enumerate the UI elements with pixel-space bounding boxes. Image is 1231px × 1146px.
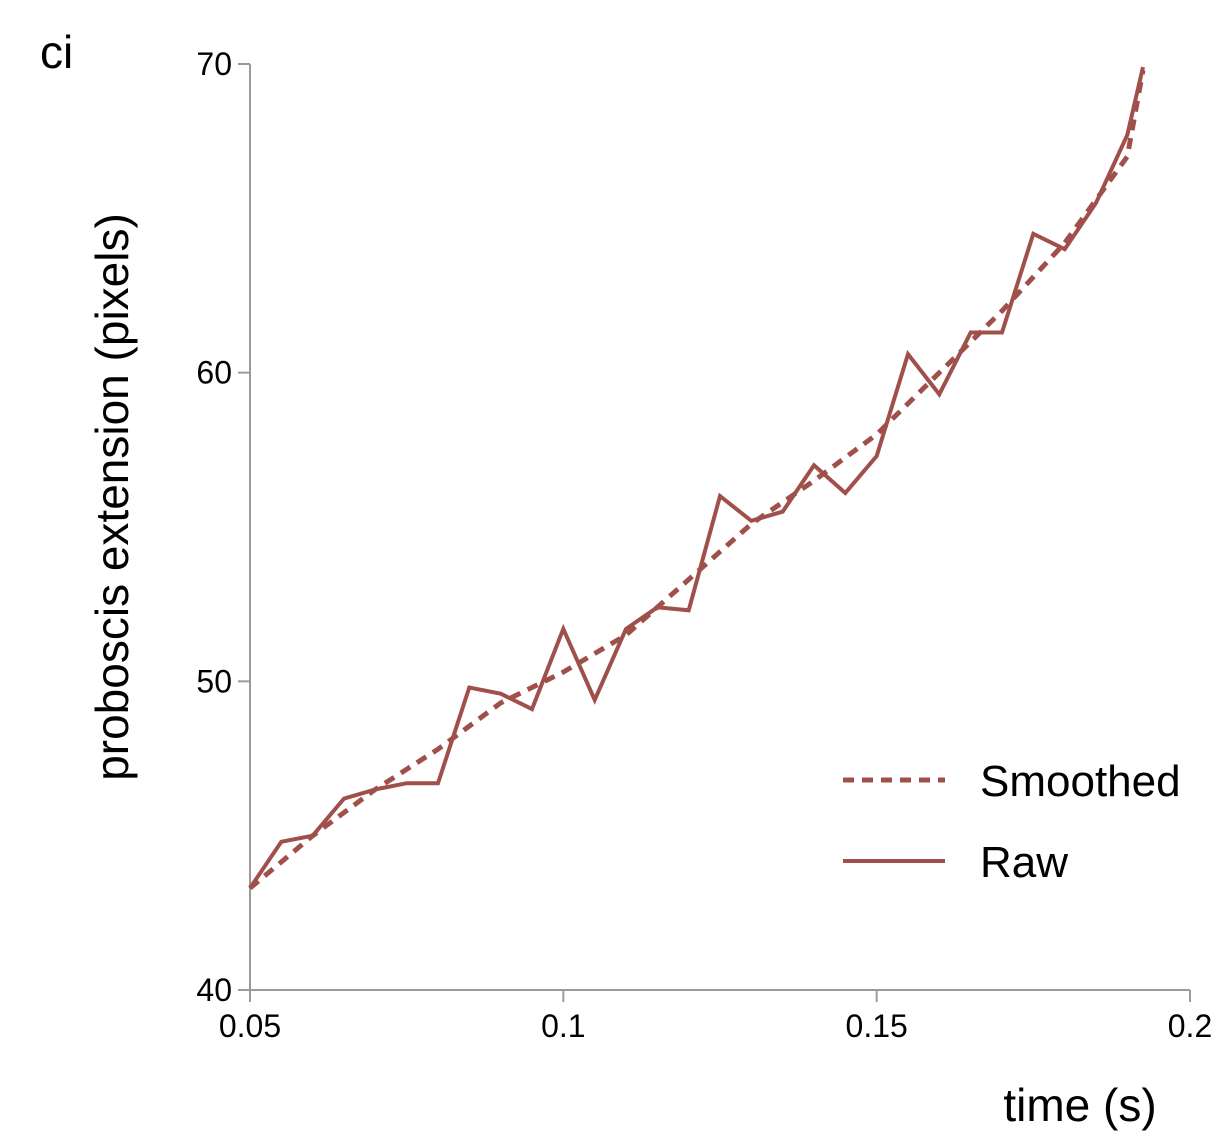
legend-label-smoothed: Smoothed — [980, 757, 1181, 806]
x-tick-label: 0.05 — [219, 1008, 281, 1044]
y-tick-label: 60 — [196, 355, 232, 391]
series-line-smoothed — [248, 69, 1146, 891]
series-lines — [248, 66, 1146, 891]
y-tick-label: 40 — [196, 972, 232, 1008]
panel-label: ci — [40, 26, 73, 78]
x-tick-label: 0.2 — [1168, 1008, 1212, 1044]
y-axis-label: proboscis extension (pixels) — [86, 213, 138, 781]
y-tick-label: 70 — [196, 46, 232, 82]
x-axis-label: time (s) — [1003, 1079, 1156, 1131]
x-tick-label: 0.1 — [541, 1008, 585, 1044]
y-tick-label: 50 — [196, 663, 232, 699]
legend-label-raw: Raw — [980, 838, 1068, 887]
x-tick-label: 0.15 — [846, 1008, 908, 1044]
axes: 40 50 60 70 0.05 0.1 0.15 0.2 — [196, 46, 1212, 1044]
series-line-raw — [248, 66, 1145, 890]
legend: Smoothed Raw — [843, 757, 1181, 887]
